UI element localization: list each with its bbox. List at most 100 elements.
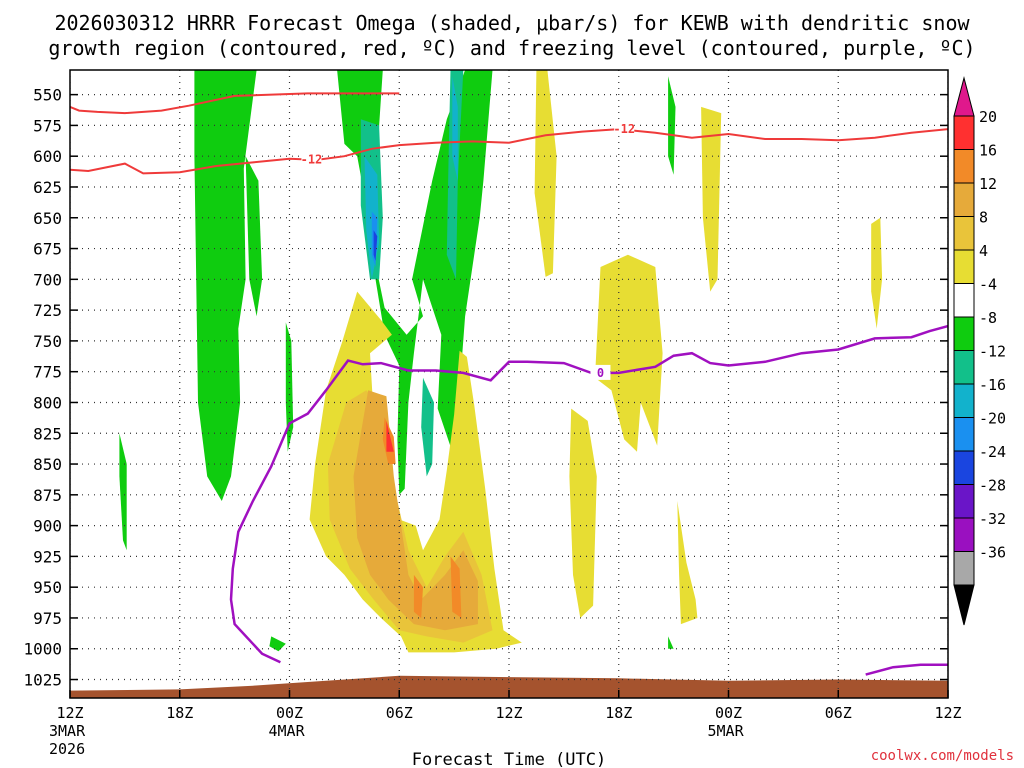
omega-region — [871, 217, 883, 329]
colorbar-bin — [953, 417, 975, 452]
omega-region — [668, 636, 674, 649]
colorbar-bin — [953, 450, 975, 485]
x-tick-label: 06Z — [386, 704, 413, 722]
omega-region — [373, 230, 378, 261]
omega-region — [446, 70, 464, 280]
omega-region — [119, 433, 127, 551]
omega-shading — [119, 70, 883, 653]
omega-region — [386, 420, 394, 452]
colorbar-bin — [953, 182, 975, 217]
freezing-level-line — [229, 324, 948, 664]
omega-region — [194, 70, 257, 501]
credit-text: coolwx.com/models — [871, 748, 1014, 764]
omega-region — [701, 106, 722, 292]
dgz-contour-label-bg — [614, 121, 635, 137]
y-tick-label: 875 — [33, 486, 62, 505]
colorbar-bin — [953, 517, 975, 552]
y-tick-label: 650 — [33, 209, 62, 228]
x-date-label: 3MAR — [49, 722, 86, 740]
colorbar-label: -28 — [979, 477, 1006, 495]
x-tick-label: 00Z — [276, 704, 303, 722]
omega-region — [245, 156, 263, 317]
y-tick-label: 600 — [33, 147, 62, 166]
colorbar-bin — [953, 283, 975, 318]
grid — [70, 70, 948, 698]
colorbar-label: -16 — [979, 376, 1006, 394]
colorbar-bin — [953, 216, 975, 251]
x-axis-title: Forecast Time (UTC) — [412, 750, 606, 768]
colorbar-bin — [953, 383, 975, 418]
y-axis: 550 575 600 625 650 675 700 725 750 775 800 825 850 8… — [23, 86, 948, 690]
colorbar-bin — [953, 115, 975, 150]
colorbar: 20 16 12 8 4 -4 -8 -12 -16 -20 -24 -28 -32 -36 — [953, 76, 1006, 626]
omega-region — [285, 322, 294, 452]
colorbar-bin — [953, 149, 975, 184]
colorbar-label: 8 — [979, 209, 988, 227]
y-tick-label: 975 — [33, 609, 62, 628]
x-tick-label: 12Z — [56, 704, 83, 722]
colorbar-label: 4 — [979, 242, 988, 260]
x-tick-label: 18Z — [166, 704, 193, 722]
x-date-label: 5MAR — [708, 722, 745, 740]
y-tick-label: 925 — [33, 547, 62, 566]
x-tick-label: 00Z — [715, 704, 742, 722]
y-tick-label: 775 — [33, 363, 62, 382]
x-tick-label: 18Z — [605, 704, 632, 722]
freezing-contour-label-bg — [590, 364, 611, 380]
colorbar-bin — [953, 551, 975, 586]
y-tick-label: 800 — [33, 393, 62, 412]
colorbar-label: -32 — [979, 510, 1006, 528]
omega-region — [452, 76, 458, 181]
chart-title-line2: growth region (contoured, red, ºC) and f… — [48, 36, 975, 60]
colorbar-bin — [953, 249, 975, 284]
dgz-contour-label: -12 — [613, 122, 635, 136]
omega-region — [450, 556, 462, 618]
y-tick-label: 625 — [33, 178, 62, 197]
y-tick-label: 700 — [33, 270, 62, 289]
omega-region — [534, 70, 557, 277]
dgz-contour-label: -12 — [301, 152, 323, 166]
y-tick-label: 1025 — [23, 671, 62, 690]
colorbar-top-triangle — [953, 76, 975, 117]
x-date-label: 4MAR — [269, 722, 306, 740]
x-tick-label: 06Z — [825, 704, 852, 722]
y-tick-label: 575 — [33, 116, 62, 135]
omega-region — [413, 574, 423, 618]
colorbar-bin — [953, 316, 975, 351]
colorbar-label: -12 — [979, 343, 1006, 361]
y-tick-label: 900 — [33, 517, 62, 536]
omega-region — [595, 254, 663, 452]
colorbar-bin — [953, 350, 975, 385]
y-tick-label: 750 — [33, 332, 62, 351]
omega-region — [269, 636, 286, 652]
colorbar-label: -36 — [979, 544, 1006, 562]
freezing-contour-label: 0 — [597, 366, 604, 380]
freezing-level-line — [865, 663, 948, 676]
chart-title-line1: 2026030312 HRRR Forecast Omega (shaded, … — [54, 11, 970, 35]
y-tick-label: 675 — [33, 240, 62, 259]
x-tick-label: 12Z — [495, 704, 522, 722]
colorbar-label: 20 — [979, 108, 997, 126]
colorbar-label: 12 — [979, 175, 997, 193]
y-tick-label: 850 — [33, 455, 62, 474]
contour-lines: -12 -12 0 — [70, 92, 948, 676]
y-tick-label: 1000 — [23, 640, 62, 659]
x-year-label: 2026 — [49, 740, 85, 758]
colorbar-bin — [953, 484, 975, 519]
omega-region — [677, 501, 698, 625]
colorbar-label: 16 — [979, 142, 997, 160]
y-tick-label: 950 — [33, 578, 62, 597]
colorbar-label: -24 — [979, 443, 1006, 461]
dgz-contour-line — [70, 128, 948, 175]
colorbar-label: -8 — [979, 309, 997, 327]
dgz-contour-label-bg — [301, 151, 322, 167]
omega-region — [668, 76, 676, 175]
colorbar-bottom-triangle — [953, 584, 975, 626]
omega-region — [353, 390, 478, 631]
y-tick-label: 550 — [33, 86, 62, 105]
x-tick-label: 12Z — [934, 704, 961, 722]
y-tick-label: 725 — [33, 301, 62, 320]
omega-region — [569, 408, 597, 618]
